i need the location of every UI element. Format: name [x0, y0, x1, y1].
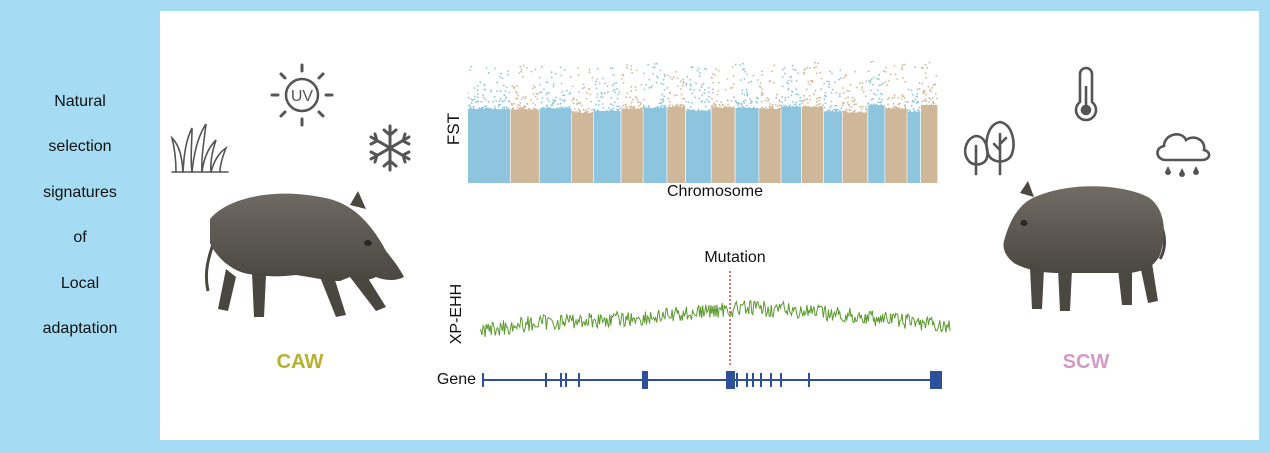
caption-word: selection [48, 138, 112, 155]
fst-chromosome-block [594, 111, 621, 183]
fst-snp-points [642, 62, 667, 109]
caw-boar-image [204, 191, 404, 317]
fst-snp-points [666, 70, 686, 108]
fst-snp-points [800, 61, 824, 108]
fst-snp-points [823, 69, 843, 113]
fst-chromosome-block [686, 110, 711, 183]
fst-chromosome-block [621, 109, 643, 183]
fst-manhattan-plot [468, 61, 938, 183]
fst-chromosome-block [921, 105, 938, 183]
gene-exon [578, 373, 580, 387]
fst-chromosome-block [735, 108, 759, 183]
gene-exon [746, 373, 748, 387]
fst-chromosome-block [510, 109, 539, 183]
xpehh-track [480, 271, 951, 367]
gene-exon [565, 373, 567, 387]
uv-sun-icon: UV [270, 63, 334, 127]
gene-exon [780, 373, 782, 387]
fst-chromosome-block [823, 111, 842, 183]
fst-x-label: Chromosome [666, 183, 764, 200]
scw-boar-image [1003, 181, 1166, 311]
grass-icon [170, 123, 229, 173]
gene-exon [930, 371, 942, 389]
fst-chromosome-block [842, 112, 868, 183]
fst-chromosome-block [868, 105, 885, 183]
fst-chromosome-block [571, 112, 594, 183]
gene-model [482, 371, 942, 389]
fst-snp-points [710, 66, 735, 109]
gene-exon [482, 373, 484, 387]
scw-label: SCW [1062, 351, 1110, 373]
gene-exon [642, 371, 648, 389]
gene-exon [770, 373, 772, 387]
mutation-label: Mutation [704, 249, 766, 266]
fst-snp-points [571, 67, 594, 114]
fst-chromosome-block [667, 107, 686, 183]
fst-snp-points [468, 65, 511, 110]
fst-snp-points [867, 61, 885, 106]
fst-snp-points [620, 64, 643, 110]
gene-exon [752, 373, 754, 387]
fst-snp-points [884, 63, 907, 110]
fst-snp-points [510, 64, 539, 111]
fst-snp-points [780, 64, 802, 108]
caption-word: Local [60, 275, 100, 292]
fst-snp-points [906, 66, 921, 113]
fst-axis-label: FST [444, 112, 463, 146]
gene-label: Gene [436, 371, 476, 388]
fst-chromosome-block [885, 108, 907, 183]
caw-label: CAW [276, 351, 324, 373]
snowflake-icon [369, 124, 411, 172]
fst-chromosome-block [468, 109, 510, 183]
thermometer-icon [1074, 66, 1098, 122]
gene-exon [808, 373, 810, 387]
svg-text:UV: UV [291, 88, 314, 105]
fst-chromosome-block [711, 107, 735, 183]
caption-word: of [73, 229, 87, 246]
fst-snp-points [758, 64, 782, 110]
fst-snp-points [593, 67, 621, 112]
gene-exon [736, 373, 738, 387]
gene-exon [760, 373, 762, 387]
trees-icon [963, 120, 1015, 176]
gene-exon [726, 371, 735, 389]
rain-cloud-icon [1156, 133, 1211, 177]
caption-word: signatures [43, 184, 117, 201]
left-caption: Natural selection signatures of Local ad… [0, 0, 160, 453]
fst-chromosome-block [801, 106, 824, 183]
xpehh-line [480, 299, 951, 337]
gene-exon [560, 373, 562, 387]
fst-snp-points [841, 70, 868, 114]
gene-exon [545, 373, 547, 387]
fst-chromosome-block [759, 109, 781, 183]
fst-snp-points [538, 65, 572, 110]
fst-snp-points [734, 62, 759, 109]
fst-chromosome-block [643, 107, 667, 183]
fst-chromosome-block [781, 106, 802, 183]
fst-chromosome-block [539, 108, 572, 183]
xpehh-axis-label: XP-EHH [448, 283, 465, 345]
fst-snp-points [921, 61, 938, 106]
caption-word: adaptation [42, 320, 118, 337]
main-panel: UV CAW FST [160, 11, 1259, 440]
fst-snp-points [685, 66, 711, 112]
caption-word: Natural [54, 93, 106, 110]
fst-chromosome-block [907, 111, 921, 183]
